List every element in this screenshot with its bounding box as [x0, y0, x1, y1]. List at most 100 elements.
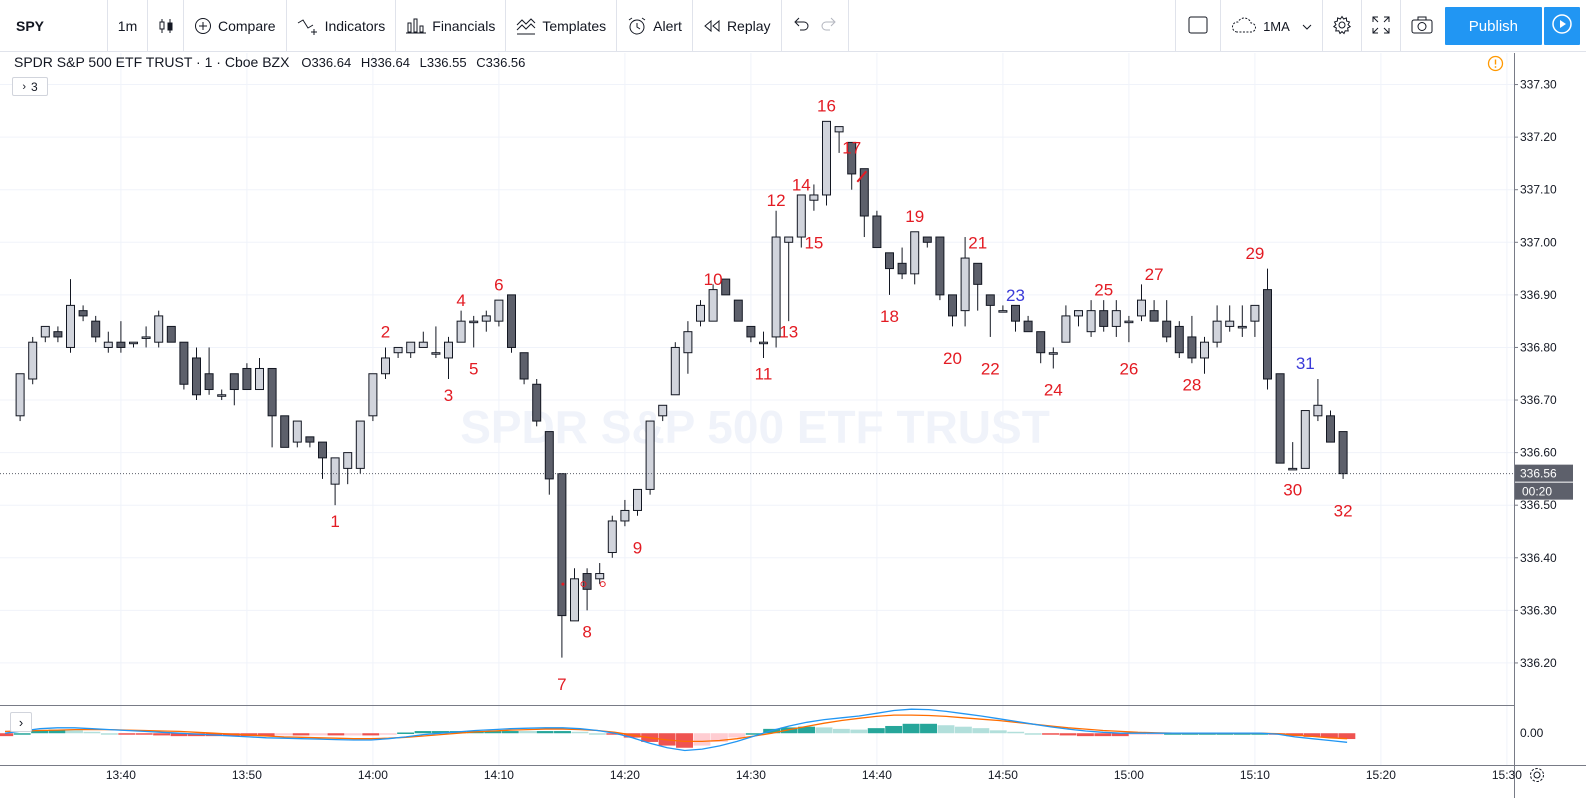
replay-button[interactable]: Replay	[693, 0, 782, 52]
macd-histogram-bar	[1303, 733, 1321, 737]
price-axis-label: 337.30	[1520, 78, 1557, 92]
candle-number-label: 27	[1145, 265, 1164, 284]
candle-body	[620, 509, 630, 522]
macd-histogram-bar	[1007, 731, 1025, 734]
candle-body	[456, 320, 466, 343]
candle-body	[1237, 325, 1247, 329]
candle-body	[217, 394, 227, 397]
redo-button[interactable]	[814, 0, 849, 52]
bar-chart-icon	[406, 17, 427, 35]
candle-body	[28, 341, 38, 380]
interval-button[interactable]: 1m	[108, 0, 148, 52]
templates-button[interactable]: Templates	[506, 0, 618, 52]
candle-number-label: 30	[1283, 480, 1302, 499]
settings-button[interactable]	[1321, 0, 1361, 52]
macd-histogram-bar	[519, 731, 537, 734]
candle-body	[192, 357, 201, 396]
financials-button[interactable]: Financials	[396, 0, 507, 52]
candle-body	[267, 367, 277, 417]
candle-body	[1099, 310, 1109, 327]
legend-close: C336.56	[476, 55, 526, 70]
candle-body	[544, 431, 554, 480]
candle-body	[15, 373, 25, 417]
candle-body	[40, 325, 50, 338]
candle-number-label: 26	[1119, 359, 1138, 378]
candle-body	[759, 341, 768, 345]
candle-body	[1225, 320, 1235, 327]
candle-body	[318, 441, 327, 459]
time-axis-label: 13:50	[232, 768, 262, 782]
fullscreen-select-button[interactable]	[1175, 0, 1220, 52]
candle-body	[885, 252, 894, 270]
candle-number-label: 5	[469, 359, 478, 378]
candle-body	[469, 320, 479, 324]
chart-style-button[interactable]	[148, 0, 184, 52]
rewind-icon	[703, 17, 721, 35]
snapshot-button[interactable]	[1399, 0, 1443, 52]
candle-number-label: 21	[968, 233, 987, 252]
fullscreen-button[interactable]	[1360, 0, 1400, 52]
time-axis-label: 14:20	[610, 768, 640, 782]
candle-number-label: 19	[905, 207, 924, 226]
macd-histogram-bar	[135, 733, 153, 735]
candle-body	[1263, 289, 1272, 380]
time-axis-label: 15:20	[1366, 768, 1396, 782]
candle-number-label: 18	[880, 307, 899, 326]
play-button[interactable]	[1544, 7, 1580, 45]
candle-body	[1011, 304, 1020, 322]
price-axis-label: 336.90	[1520, 288, 1557, 302]
macd-histogram-bar	[745, 733, 763, 735]
candle-body	[1174, 325, 1184, 354]
candle-body	[1061, 315, 1071, 343]
undo-button[interactable]	[782, 0, 814, 52]
candle-body	[305, 436, 315, 443]
candle-body	[960, 257, 970, 312]
macd-histogram-bar	[1216, 733, 1234, 735]
macd-histogram-bar	[362, 733, 380, 736]
candle-number-label: 15	[804, 233, 823, 252]
macd-histogram-bar	[48, 729, 66, 734]
axis-settings-gear-icon[interactable]	[1530, 768, 1544, 782]
candle-number-label: 14	[792, 175, 811, 194]
price-axis-label: 337.10	[1520, 183, 1557, 197]
legend-open: O336.64	[301, 55, 352, 70]
time-axis-label: 13:40	[106, 768, 136, 782]
macd-histogram-bar	[1059, 733, 1077, 736]
candle-body	[771, 236, 781, 338]
legend-symbol-name[interactable]: SPDR S&P 500 ETF TRUST · 1 · Cboe BZX	[14, 54, 290, 70]
macd-histogram-bar	[1198, 733, 1216, 735]
candle-number-label: 32	[1334, 501, 1353, 520]
warning-icon[interactable]	[1487, 55, 1504, 77]
gear-icon	[1533, 771, 1541, 779]
candle-body	[1212, 320, 1222, 343]
layout-save-button[interactable]: 1MA	[1220, 0, 1322, 52]
toolbar-right: 1MA Publish	[1175, 0, 1586, 52]
macd-histogram-bar	[1094, 733, 1112, 737]
candle-body	[91, 320, 101, 338]
candle-body	[570, 578, 579, 622]
macd-histogram-bar	[0, 733, 14, 737]
indicators-button[interactable]: Indicators	[287, 0, 397, 52]
cloud-icon	[1231, 17, 1257, 35]
candle-body	[670, 346, 680, 396]
candle-body	[418, 341, 428, 348]
candle-number-label: 4	[456, 291, 465, 310]
macd-axis-label: 0.00	[1520, 726, 1544, 740]
macd-histogram-bar	[1181, 733, 1199, 735]
symbol-watermark: SPDR S&P 500 ETF TRUST	[460, 401, 1050, 453]
alert-button[interactable]: Alert	[617, 0, 693, 52]
candle-body	[78, 310, 88, 317]
macd-legend-toggle[interactable]: ›	[10, 712, 32, 732]
macd-histogram-bar	[170, 733, 188, 737]
price-axis-label: 336.20	[1520, 656, 1557, 670]
macd-histogram-bar	[1164, 733, 1182, 735]
symbol-search-button[interactable]: SPY	[0, 0, 108, 52]
macd-histogram-bar	[1111, 733, 1129, 737]
macd-pane	[0, 708, 1356, 752]
indicators-toggle[interactable]: › 3	[12, 77, 48, 96]
expand-icon	[1372, 16, 1390, 37]
macd-histogram-bar	[954, 726, 972, 734]
compare-button[interactable]: Compare	[184, 0, 287, 52]
publish-button[interactable]: Publish	[1444, 7, 1542, 45]
